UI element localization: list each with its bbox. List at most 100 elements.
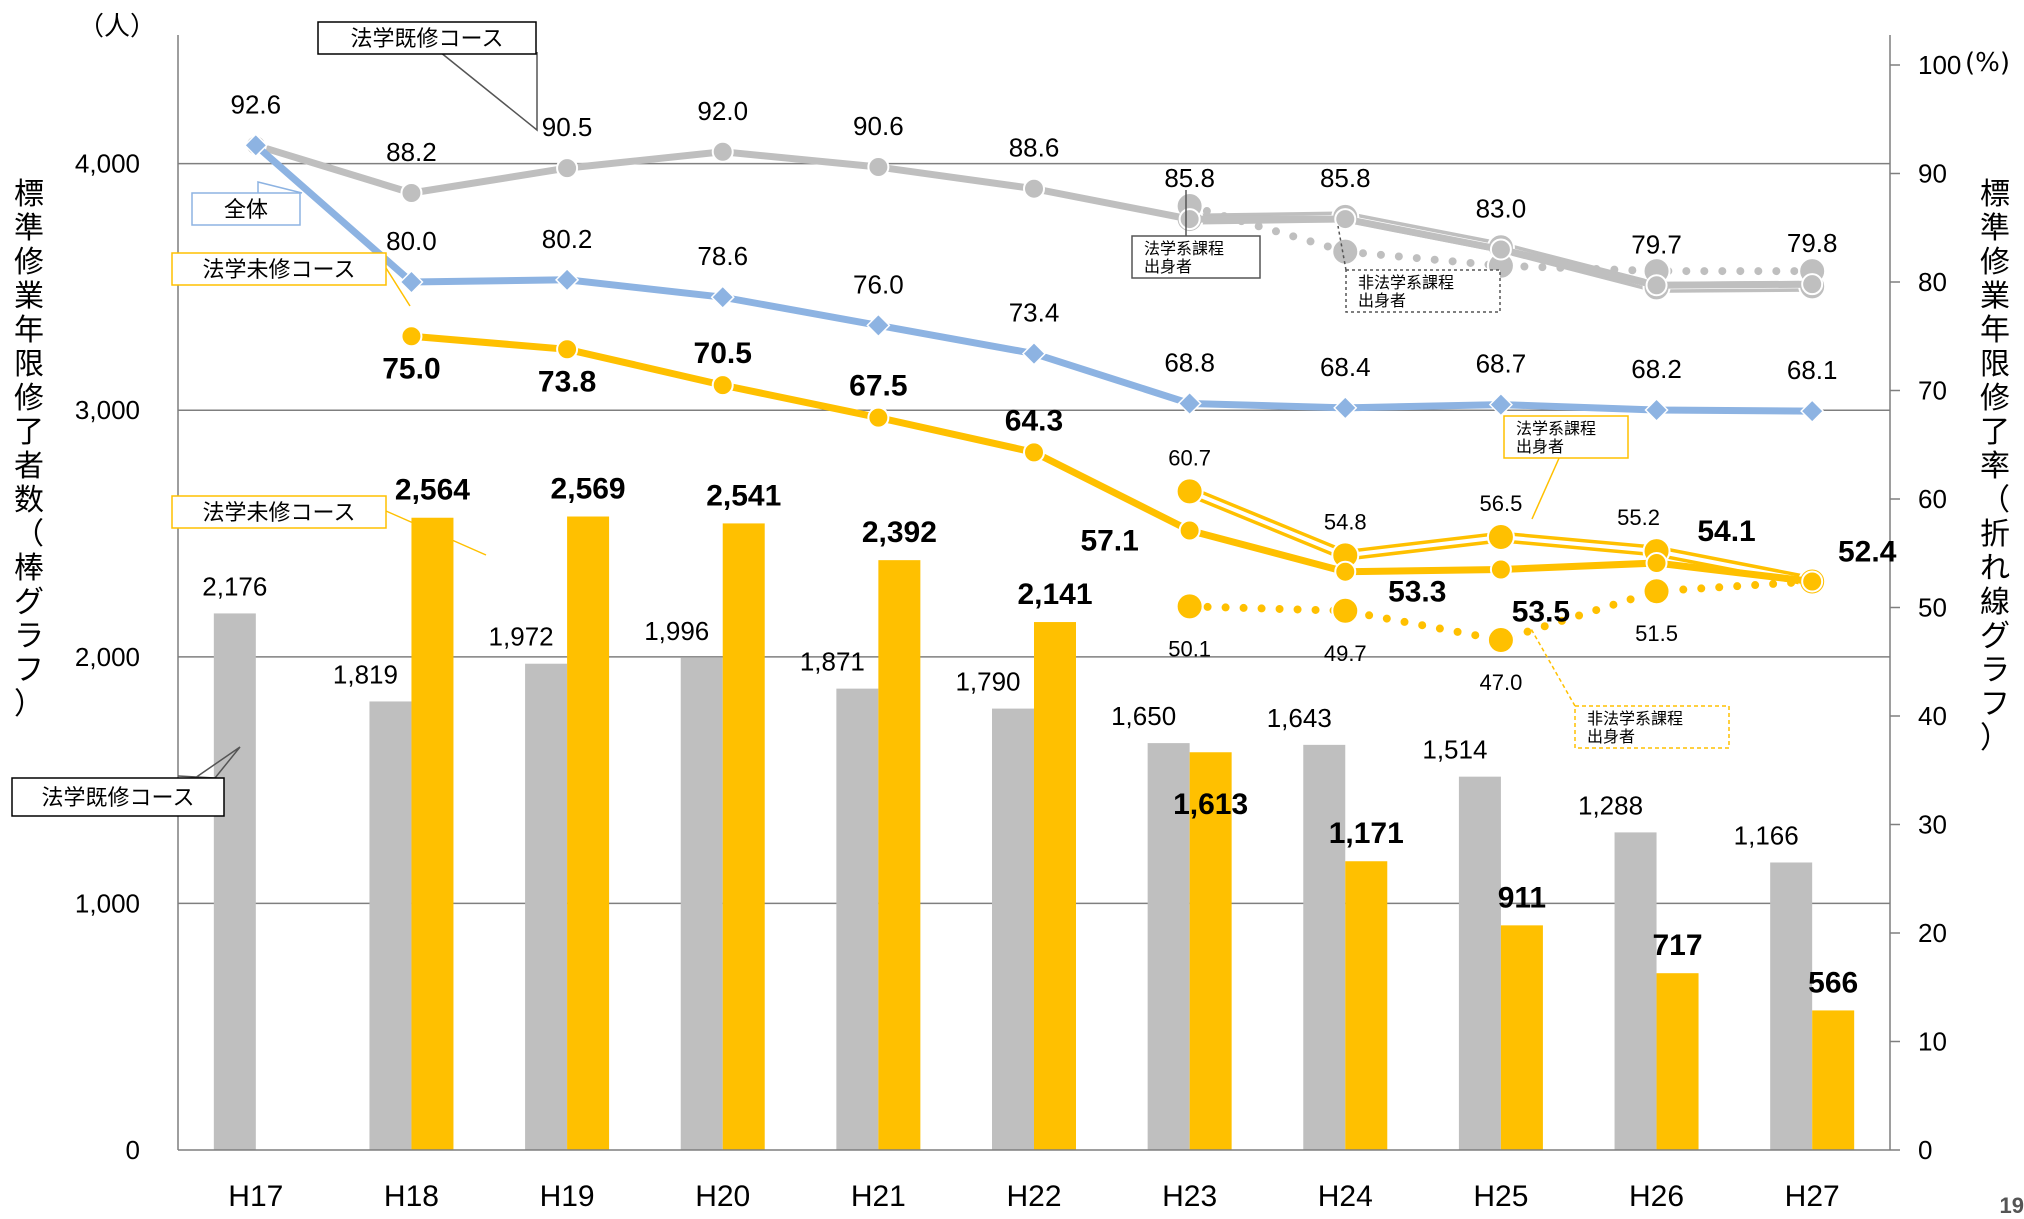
line-marker xyxy=(400,325,423,348)
callout-text: 法学系課程 xyxy=(1144,239,1224,258)
axis-title-char: 了 xyxy=(14,415,44,450)
callout-box xyxy=(1131,235,1261,279)
axis-title-char: 修 xyxy=(1980,245,2010,280)
marker-zentai xyxy=(1488,392,1513,417)
callout-text: 非法学系課程 xyxy=(1587,709,1683,728)
callout-leader-kishu-line xyxy=(439,51,538,132)
axis-title-char: （ xyxy=(1980,483,2010,518)
callout-box xyxy=(191,192,301,226)
line-marker xyxy=(1331,596,1360,625)
line-label-hougaku-mishu: 54.8 xyxy=(1324,509,1367,534)
marker-zentai xyxy=(710,285,735,310)
callout-text: 出身者 xyxy=(1144,257,1192,276)
bar-kishu xyxy=(369,701,412,1150)
right-tick-label: 30 xyxy=(1918,810,1947,840)
bar-kishu xyxy=(1147,743,1190,1150)
marker-zentai xyxy=(866,313,891,338)
axis-title-char: 了 xyxy=(1980,415,2010,450)
x-tick-label: H21 xyxy=(851,1180,906,1213)
line-marker xyxy=(711,374,734,397)
marker-zentai xyxy=(555,267,580,292)
line-label-zentai: 76.0 xyxy=(853,269,904,299)
marker-zentai xyxy=(1644,397,1669,423)
lines xyxy=(243,133,1827,655)
axis-title-char: （ xyxy=(14,517,44,552)
callout-text: 全体 xyxy=(224,198,268,223)
bar-kishu xyxy=(1303,744,1346,1150)
x-tick-label: H20 xyxy=(695,1180,750,1213)
line-label-mishu: 70.5 xyxy=(694,337,752,370)
line-label-kishu: 88.2 xyxy=(386,137,437,167)
line-label-kishu: 88.6 xyxy=(1009,133,1060,163)
callout-box xyxy=(1345,269,1501,313)
bar-mishu xyxy=(1812,1010,1855,1150)
line-label-zentai: 80.0 xyxy=(386,226,437,256)
left-tick-label: 1,000 xyxy=(75,888,140,918)
bar-label-mishu: 911 xyxy=(1498,881,1546,914)
axis-title-char: フ xyxy=(1980,687,2010,722)
bar-label-kishu: 1,288 xyxy=(1578,790,1643,820)
line-label-mishu: 52.4 xyxy=(1838,535,1897,568)
callout-leader-hihougaku-kishu xyxy=(1337,225,1347,271)
line-marker xyxy=(1023,177,1045,200)
line-marker xyxy=(1023,441,1045,464)
right-tick-label: 90 xyxy=(1918,159,1947,189)
callout-leader-mishu-line xyxy=(385,267,411,307)
line-label-mishu: 57.1 xyxy=(1080,524,1138,557)
callout-text: 法学未修コース xyxy=(203,258,356,283)
callout-kishu-bar: 法学既修コース xyxy=(11,777,225,817)
axis-title-char: 者 xyxy=(14,449,44,484)
left-tick-label: 2,000 xyxy=(75,642,140,672)
axis-title-char: 準 xyxy=(14,211,44,246)
bar-mishu xyxy=(1656,973,1699,1150)
line-label-hihougaku-mishu: 51.5 xyxy=(1635,621,1678,646)
bar-label-kishu: 1,819 xyxy=(333,659,398,689)
line-marker xyxy=(1178,519,1201,542)
line-marker xyxy=(1331,237,1360,266)
x-tick-label: H22 xyxy=(1006,1180,1061,1213)
callout-kishu-line: 法学既修コース xyxy=(317,21,537,55)
line-label-mishu: 75.0 xyxy=(382,352,440,385)
right-tick-label: 60 xyxy=(1918,484,1947,514)
series-line xyxy=(254,141,1813,289)
line-marker xyxy=(1642,577,1671,606)
axis-title-char: 限 xyxy=(14,347,44,382)
marker-zentai xyxy=(243,133,268,158)
bar-kishu xyxy=(213,613,256,1150)
callout-mishu-line: 法学未修コース xyxy=(171,252,387,286)
callout-box xyxy=(11,777,225,817)
series-line xyxy=(411,332,1813,585)
marker-zentai xyxy=(1333,395,1358,420)
left-tick-label: 3,000 xyxy=(75,395,140,425)
marker-zentai xyxy=(1021,341,1047,366)
line-label-zentai: 68.4 xyxy=(1320,352,1371,382)
left-axis-unit: （人） xyxy=(78,12,157,42)
axis-title-char: ラ xyxy=(14,619,44,654)
x-tick-label: H25 xyxy=(1473,1180,1528,1213)
page-number: 19 xyxy=(1999,1193,2024,1218)
line-label-zentai: 68.8 xyxy=(1164,348,1215,378)
bar-kishu xyxy=(836,688,879,1150)
line-label-kishu: 92.6 xyxy=(231,89,282,119)
bar-mishu xyxy=(1189,752,1232,1150)
bar-label-mishu: 2,141 xyxy=(1017,578,1092,611)
line-label-hougaku-mishu: 56.5 xyxy=(1479,491,1522,516)
line-marker xyxy=(1175,592,1204,621)
callout-box xyxy=(171,495,387,529)
line-label-zentai: 68.7 xyxy=(1476,349,1527,379)
line-label-kishu: 79.7 xyxy=(1631,229,1682,259)
right-tick-label: 50 xyxy=(1918,593,1947,623)
x-tick-label: H27 xyxy=(1785,1180,1840,1213)
line-label-zentai: 68.2 xyxy=(1631,354,1682,384)
right-tick-label: 40 xyxy=(1918,701,1947,731)
line-label-hihougaku-mishu: 50.1 xyxy=(1168,636,1211,661)
line-label-kishu: 83.0 xyxy=(1476,193,1527,223)
line-marker xyxy=(1801,273,1824,296)
x-tick-label: H18 xyxy=(384,1180,439,1213)
right-tick-label: 20 xyxy=(1918,918,1947,948)
right-axis-title: 標準修業年限修了率（折れ線グラフ） xyxy=(1978,178,2012,756)
bar-label-kishu: 1,790 xyxy=(955,667,1020,697)
callout-text: 法学既修コース xyxy=(351,27,504,52)
